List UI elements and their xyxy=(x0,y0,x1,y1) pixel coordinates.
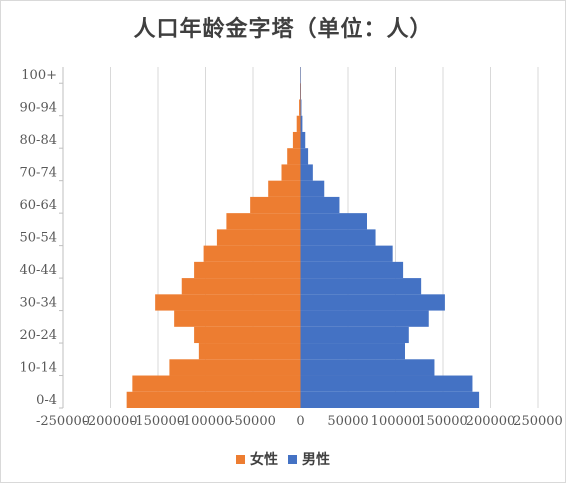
y-tick-label-10-14: 10-14 xyxy=(20,360,57,375)
bar-female-50-54 xyxy=(216,229,301,246)
bar-male-65-69 xyxy=(300,180,325,197)
bar-male-85-89 xyxy=(300,115,303,132)
bar-male-10-14 xyxy=(300,359,435,376)
bar-female-5-9 xyxy=(132,375,301,392)
bar-male-100+ xyxy=(300,67,301,84)
y-tick-label-30-34: 30-34 xyxy=(20,295,57,310)
bar-female-0-4 xyxy=(126,391,301,408)
legend-item-male: 男性 xyxy=(288,449,330,469)
x-tick-label-2: -150000 xyxy=(131,414,185,429)
bar-male-5-9 xyxy=(300,375,473,392)
bar-male-95-99 xyxy=(300,83,301,100)
bar-female-30-34 xyxy=(155,294,301,311)
bar-female-25-29 xyxy=(174,310,301,327)
bar-female-70-74 xyxy=(281,164,301,181)
bar-female-10-14 xyxy=(169,359,301,376)
legend-label-female: 女性 xyxy=(250,452,278,468)
bar-male-75-79 xyxy=(300,148,309,165)
legend-swatch-female xyxy=(236,454,245,464)
x-tick-label-9: 200000 xyxy=(466,414,516,429)
bar-male-0-4 xyxy=(300,391,480,408)
bar-male-55-59 xyxy=(300,213,367,230)
x-tick-label-4: -50000 xyxy=(230,414,276,429)
bar-male-90-94 xyxy=(300,99,302,116)
bar-male-35-39 xyxy=(300,278,422,295)
bar-female-40-44 xyxy=(194,261,301,279)
x-tick-label-7: 100000 xyxy=(371,414,421,429)
x-tick-label-3: -100000 xyxy=(178,414,232,429)
legend: 女性 男性 xyxy=(1,449,565,469)
y-tick-label-40-44: 40-44 xyxy=(20,263,57,278)
bar-female-20-24 xyxy=(194,326,301,344)
y-tick-label-80-84: 80-84 xyxy=(20,133,57,148)
bar-male-80-84 xyxy=(300,131,306,149)
bar-female-90-94 xyxy=(299,99,301,116)
bar-female-15-19 xyxy=(198,343,301,360)
x-tick-label-6: 50000 xyxy=(327,414,368,429)
x-tick-label-10: 250000 xyxy=(513,414,563,429)
bar-male-45-49 xyxy=(300,245,393,262)
x-tick-label-0: -250000 xyxy=(36,414,90,429)
bar-female-60-64 xyxy=(250,196,301,214)
bar-female-55-59 xyxy=(226,213,301,230)
bar-male-60-64 xyxy=(300,196,340,214)
bar-female-65-69 xyxy=(268,180,301,197)
y-tick-label-0-4: 0-4 xyxy=(36,393,57,408)
bar-male-30-34 xyxy=(300,294,445,311)
bar-female-75-79 xyxy=(287,148,301,165)
x-tick-label-5: 0 xyxy=(296,414,304,429)
bar-female-85-89 xyxy=(296,115,301,132)
bar-male-50-54 xyxy=(300,229,376,246)
legend-label-male: 男性 xyxy=(302,452,330,468)
x-tick-label-1: -200000 xyxy=(83,414,137,429)
y-tick-label-60-64: 60-64 xyxy=(20,198,57,213)
y-tick-label-100+: 100+ xyxy=(21,68,57,83)
y-tick-label-20-24: 20-24 xyxy=(20,328,57,343)
bar-female-35-39 xyxy=(181,278,301,295)
y-tick-label-50-54: 50-54 xyxy=(20,231,57,246)
y-tick-label-70-74: 70-74 xyxy=(20,166,57,181)
y-tick-label-90-94: 90-94 xyxy=(20,101,57,116)
bar-male-25-29 xyxy=(300,310,429,327)
bar-female-80-84 xyxy=(292,131,301,149)
bar-male-70-74 xyxy=(300,164,313,181)
legend-swatch-male xyxy=(288,454,297,464)
chart-title: 人口年龄金字塔（单位：人） xyxy=(133,16,433,42)
bar-female-45-49 xyxy=(203,245,301,262)
bar-male-15-19 xyxy=(300,343,405,360)
bar-female-95-99 xyxy=(300,83,301,100)
bar-male-20-24 xyxy=(300,326,409,344)
legend-item-female: 女性 xyxy=(236,449,278,469)
bar-male-40-44 xyxy=(300,261,404,279)
x-tick-label-8: 150000 xyxy=(418,414,468,429)
